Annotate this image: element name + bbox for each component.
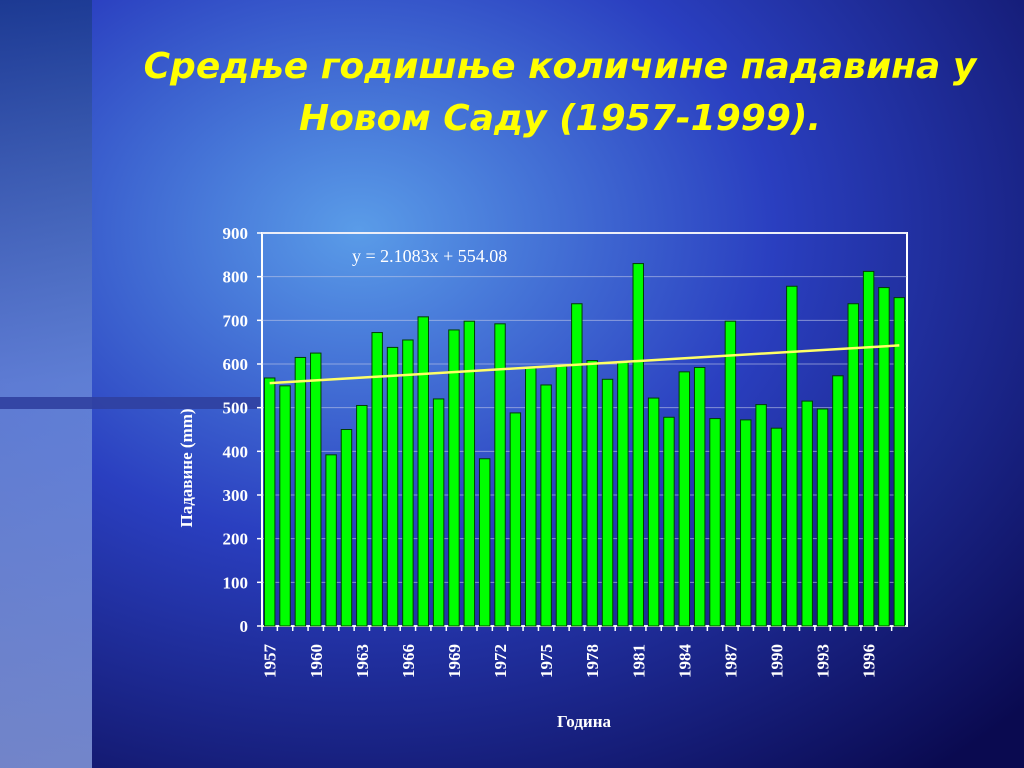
x-tick-label: 1978 [583, 644, 602, 678]
bar [555, 365, 568, 627]
bar [678, 371, 691, 627]
x-tick-label: 1984 [675, 644, 694, 679]
chart-title: Средње годишње количине падавина у Новом … [144, 46, 978, 139]
bar [832, 375, 844, 627]
bar [463, 320, 476, 627]
bar [601, 378, 614, 627]
bar [356, 404, 368, 627]
bar [540, 384, 552, 627]
x-tick-label: 1975 [537, 644, 556, 678]
bar [709, 418, 721, 627]
y-tick-label: 900 [223, 224, 249, 243]
bar [386, 346, 399, 627]
x-tick-label: 1981 [629, 644, 648, 678]
bar [724, 320, 737, 627]
y-tick-label: 200 [223, 530, 249, 549]
bar [647, 397, 660, 627]
bar [478, 458, 491, 627]
bar [847, 303, 859, 627]
x-axis-label: Година [557, 712, 612, 731]
bar [340, 429, 353, 627]
y-axis-label: Падавине (mm) [177, 408, 196, 527]
bar [279, 385, 291, 627]
x-tick-label: 1987 [721, 644, 740, 679]
trendline-label: y = 2.1083x + 554.08 [352, 246, 507, 266]
x-tick-label: 1969 [445, 644, 464, 678]
bar [801, 400, 813, 627]
y-tick-label: 0 [240, 617, 249, 636]
x-tick-label: 1990 [767, 644, 786, 678]
bar [816, 408, 829, 627]
bar [371, 332, 383, 627]
bar [893, 297, 906, 627]
bar [755, 404, 767, 627]
y-tick-label: 400 [223, 442, 249, 461]
x-tick-label: 1996 [860, 644, 879, 678]
x-tick-label: 1963 [353, 644, 372, 678]
bar [663, 416, 675, 627]
bar [878, 287, 890, 627]
y-tick-label: 100 [223, 573, 249, 592]
side-strip [0, 0, 92, 768]
y-tick-label: 600 [223, 355, 249, 374]
bar [310, 352, 322, 627]
bar [448, 329, 460, 627]
x-tick-label: 1972 [491, 644, 510, 678]
bar [294, 356, 307, 627]
x-tick-label: 1966 [399, 644, 418, 678]
bar [402, 339, 414, 627]
y-tick-label: 800 [223, 268, 249, 287]
bar [432, 398, 445, 627]
x-tick-label: 1957 [261, 644, 280, 679]
bar [632, 263, 644, 627]
bar [494, 323, 506, 627]
bar [509, 412, 522, 627]
bar [740, 419, 752, 627]
bar [770, 427, 783, 627]
y-tick-label: 700 [223, 311, 249, 330]
bar [786, 285, 798, 627]
bar [586, 360, 598, 627]
bar [417, 316, 429, 627]
bar [525, 366, 537, 627]
bar [617, 361, 629, 627]
y-tick-label: 500 [223, 399, 249, 418]
bar [693, 366, 706, 627]
trendline [269, 344, 900, 385]
bar [862, 270, 875, 627]
bar [571, 303, 583, 627]
y-tick-label: 300 [223, 486, 249, 505]
bar [263, 377, 276, 627]
bar [325, 454, 337, 627]
band [0, 397, 260, 409]
x-tick-label: 1960 [307, 644, 326, 678]
x-tick-label: 1993 [814, 644, 833, 678]
